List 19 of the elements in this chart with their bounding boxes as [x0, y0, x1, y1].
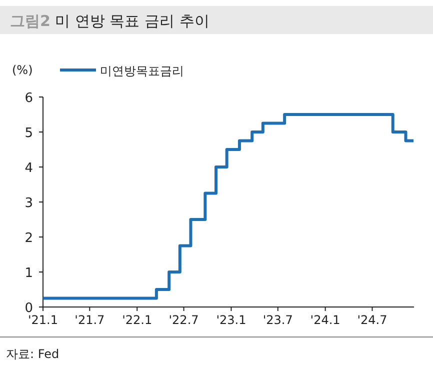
text: 자료: Fed — [6, 347, 60, 361]
x-tick-label: '21.1 — [28, 313, 58, 327]
y-tick-label: 1 — [24, 266, 33, 281]
x-tick-label: '22.7 — [168, 313, 199, 327]
y-tick-label: 4 — [24, 161, 33, 176]
legend-label: 미연방목표금리 — [100, 64, 184, 78]
x-tick-label: '21.7 — [74, 313, 105, 327]
chart-title: 그림2 미 연방 목표 금리 추이 — [10, 12, 210, 30]
x-tick-label: '24.1 — [310, 313, 340, 327]
y-tick-label: 0 — [24, 301, 33, 316]
x-tick-label: '23.1 — [216, 313, 246, 327]
x-tick-label: '23.7 — [262, 313, 293, 327]
y-tick-label: 2 — [24, 231, 33, 246]
x-tick-label: '24.7 — [357, 313, 388, 327]
y-tick-label: 3 — [24, 196, 33, 211]
x-tick-label: '22.1 — [122, 313, 152, 327]
y-tick-label: 6 — [24, 91, 33, 106]
y-axis-title: (%) — [12, 63, 33, 77]
y-tick-label: 5 — [24, 126, 33, 141]
